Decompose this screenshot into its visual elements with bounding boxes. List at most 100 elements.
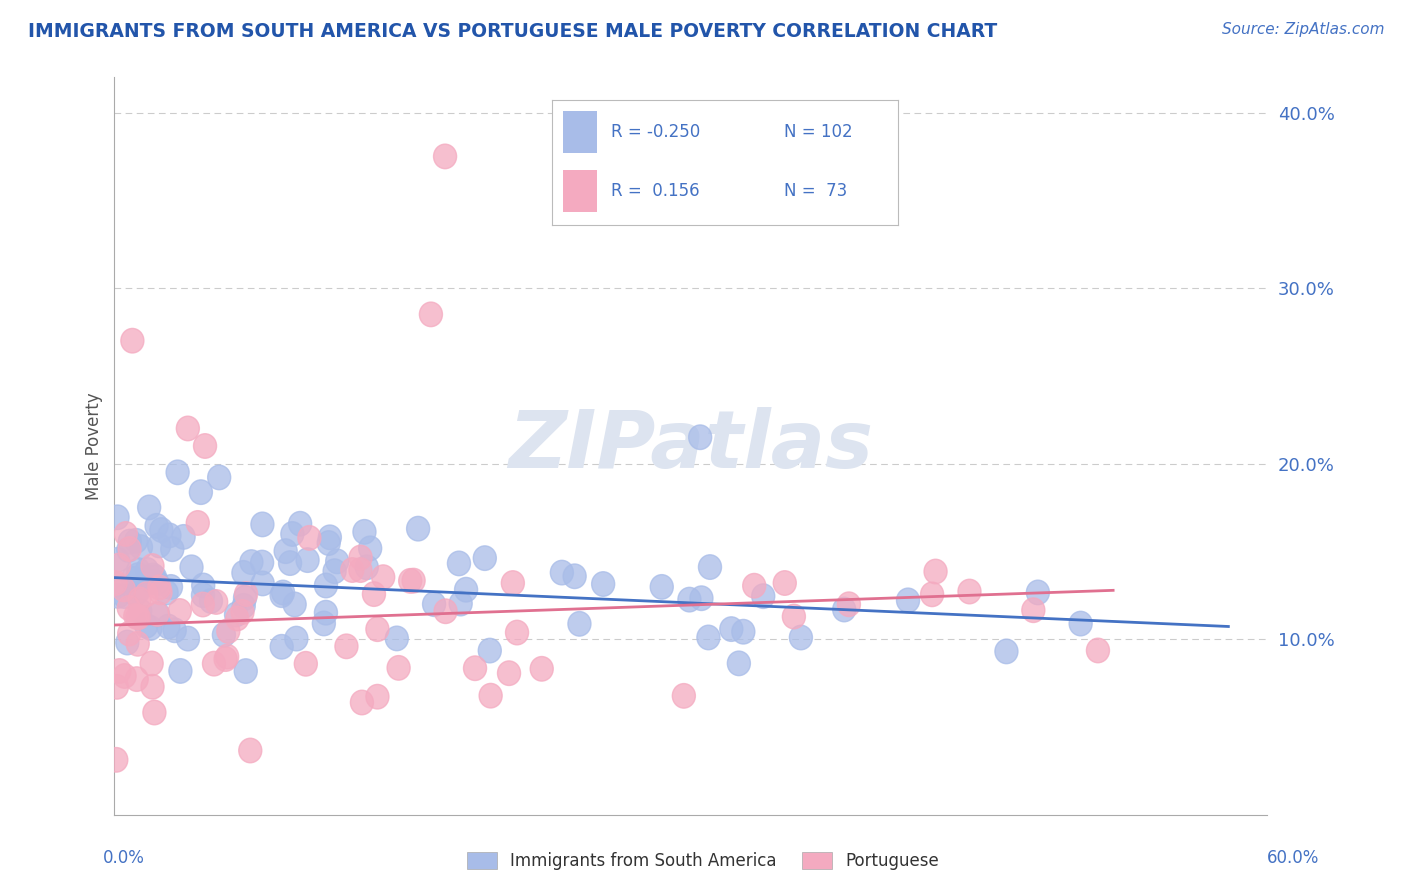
Ellipse shape [146,571,169,595]
Text: 60.0%: 60.0% [1267,849,1319,867]
Ellipse shape [145,514,169,538]
Ellipse shape [1022,598,1045,623]
Ellipse shape [502,571,524,595]
Ellipse shape [114,522,138,546]
Ellipse shape [782,604,806,629]
Ellipse shape [166,460,190,484]
Ellipse shape [191,592,214,616]
Ellipse shape [350,690,374,714]
Ellipse shape [202,651,225,676]
Ellipse shape [121,328,143,353]
Ellipse shape [838,592,860,616]
Ellipse shape [124,604,146,628]
Ellipse shape [163,618,186,642]
Ellipse shape [148,533,170,558]
Ellipse shape [157,615,180,639]
Ellipse shape [149,580,172,605]
Ellipse shape [270,582,292,607]
Ellipse shape [226,607,249,631]
Ellipse shape [177,626,200,651]
Ellipse shape [678,587,702,612]
Ellipse shape [128,587,150,612]
Ellipse shape [194,434,217,458]
Ellipse shape [107,583,129,608]
Ellipse shape [143,700,166,725]
Ellipse shape [215,644,239,669]
Ellipse shape [727,651,751,675]
Ellipse shape [141,651,163,676]
Ellipse shape [478,639,502,663]
Ellipse shape [564,564,586,589]
Ellipse shape [125,528,148,553]
Ellipse shape [699,555,721,579]
Ellipse shape [129,535,152,559]
Ellipse shape [366,684,389,709]
Ellipse shape [191,574,215,598]
Ellipse shape [690,586,713,610]
Ellipse shape [117,596,141,620]
Ellipse shape [169,599,191,624]
Text: 0.0%: 0.0% [103,849,145,867]
Ellipse shape [274,539,297,564]
Ellipse shape [720,616,742,641]
Ellipse shape [233,586,256,610]
Ellipse shape [340,558,364,582]
Ellipse shape [124,582,148,607]
Ellipse shape [371,565,395,590]
Ellipse shape [406,516,430,541]
Ellipse shape [127,579,150,603]
Ellipse shape [399,568,422,593]
Ellipse shape [127,563,149,588]
Ellipse shape [217,619,240,643]
Ellipse shape [146,602,169,626]
Ellipse shape [250,550,274,574]
Ellipse shape [568,612,591,636]
Ellipse shape [252,571,274,596]
Ellipse shape [1026,580,1049,605]
Ellipse shape [731,619,755,644]
Ellipse shape [995,639,1018,664]
Ellipse shape [112,577,135,602]
Ellipse shape [433,145,457,169]
Ellipse shape [231,599,254,624]
Ellipse shape [129,599,152,624]
Ellipse shape [318,531,340,556]
Text: ZIPatlas: ZIPatlas [508,407,873,485]
Ellipse shape [356,555,378,580]
Ellipse shape [335,634,359,658]
Ellipse shape [326,549,349,574]
Ellipse shape [650,574,673,599]
Ellipse shape [117,538,139,562]
Ellipse shape [112,664,136,689]
Ellipse shape [250,512,274,537]
Ellipse shape [349,545,373,570]
Ellipse shape [271,580,294,605]
Ellipse shape [315,600,337,625]
Ellipse shape [423,592,446,616]
Ellipse shape [359,536,381,561]
Ellipse shape [104,571,127,595]
Ellipse shape [143,566,166,590]
Ellipse shape [135,582,157,607]
Ellipse shape [323,559,346,583]
Ellipse shape [138,495,160,520]
Ellipse shape [208,465,231,490]
Ellipse shape [285,626,308,651]
Ellipse shape [240,549,263,574]
Ellipse shape [312,611,336,636]
Ellipse shape [157,523,181,548]
Ellipse shape [105,674,128,699]
Ellipse shape [957,579,981,604]
Ellipse shape [832,598,856,622]
Ellipse shape [118,622,141,646]
Ellipse shape [105,747,128,772]
Ellipse shape [141,569,163,594]
Ellipse shape [125,667,148,691]
Ellipse shape [135,558,159,582]
Ellipse shape [160,537,184,561]
Ellipse shape [447,551,471,575]
Ellipse shape [387,656,411,681]
Ellipse shape [697,625,720,649]
Ellipse shape [146,602,170,626]
Ellipse shape [315,574,337,598]
